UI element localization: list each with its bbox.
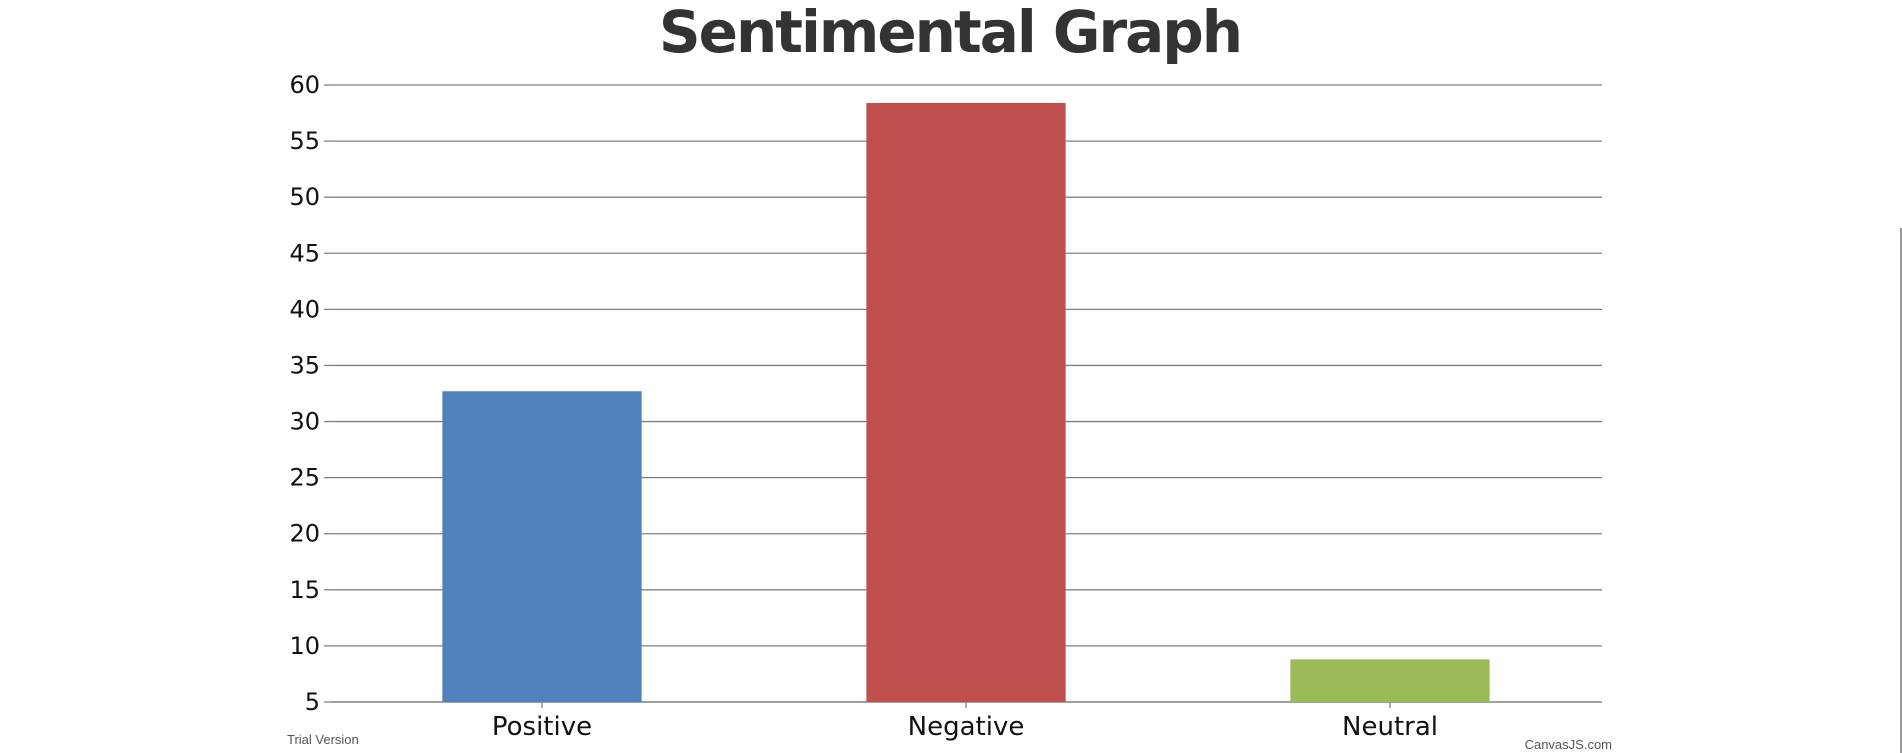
y-tick-label: 55 (289, 127, 320, 155)
trial-version-note: Trial Version (287, 732, 359, 747)
bar-positive[interactable] (442, 391, 642, 702)
x-tick-label: Neutral (1342, 712, 1438, 742)
y-tick-label: 15 (289, 576, 320, 604)
x-axis-labels: Positive Negative Neutral (492, 702, 1438, 742)
y-tick-label: 25 (289, 464, 320, 492)
x-tick-label: Negative (908, 712, 1025, 742)
bar-layer (442, 102, 1490, 702)
y-tick-label: 30 (289, 408, 320, 436)
y-tick-label: 45 (289, 239, 320, 267)
y-tick-label: 20 (289, 520, 320, 548)
bar-neutral[interactable] (1290, 659, 1490, 702)
bar-negative[interactable] (866, 102, 1066, 702)
y-tick-label: 60 (289, 71, 320, 99)
y-tick-label: 10 (289, 632, 320, 660)
scrollbar-edge[interactable] (1900, 228, 1902, 753)
y-tick-label: 35 (289, 351, 320, 379)
x-tick-label: Positive (492, 712, 592, 742)
y-tick-label: 5 (305, 688, 320, 716)
canvasjs-credit: CanvasJS.com (1525, 737, 1612, 752)
chart-title: Sentimental Graph (659, 0, 1241, 66)
y-axis-ticks: 5 10 15 20 25 30 35 40 45 50 55 60 (289, 71, 320, 716)
y-tick-label: 40 (289, 295, 320, 323)
y-tick-label: 50 (289, 183, 320, 211)
